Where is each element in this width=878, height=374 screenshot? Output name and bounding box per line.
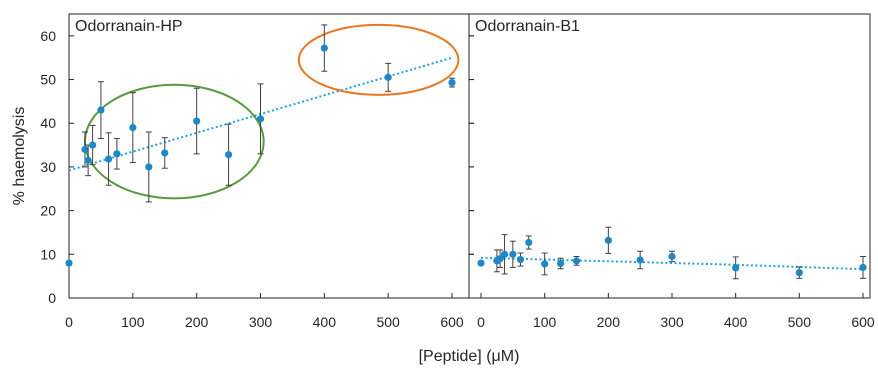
x-tick-label: 0 [477,314,485,330]
data-point [556,259,565,268]
y-tick-label: 50 [40,72,56,88]
data-point [496,255,504,263]
data-point [477,259,485,267]
data-point [97,106,105,114]
y-tick-label: 40 [40,115,56,131]
panel-title: Odorranain-B1 [475,18,580,35]
data-point [572,257,581,265]
data-point [104,155,113,163]
panel-1: 0 100 200 300 400 500 600 Odorranain-HP [65,13,474,330]
data-point [193,117,201,125]
x-tick-label: 500 [376,314,400,330]
data-point [65,259,73,267]
data-point [89,141,97,149]
y-tick-label: 60 [40,28,56,44]
data-point [256,115,265,123]
data-point [81,145,89,154]
x-tick-label: 400 [313,314,337,330]
panel-frame [68,13,470,299]
x-tick-label: 300 [249,314,273,330]
x-tick-label: 200 [185,314,209,330]
data-point [668,252,676,261]
data-point [509,250,517,258]
data-point [113,150,121,158]
data-point [320,44,328,52]
data-point [448,78,456,87]
x-tick-label: 300 [660,314,684,330]
data-point [795,269,803,277]
data-point [636,256,644,264]
x-tick-label: 100 [121,314,145,330]
panel-frame [468,13,871,299]
data-point [516,255,525,264]
x-axis-title: [Peptide] (μM) [419,348,520,365]
data-point [859,263,867,272]
panel-title: Odorranain-HP [75,18,183,35]
x-tick-label: 600 [851,314,875,330]
orange-highlight-ellipse [297,23,460,96]
y-tick-label: 0 [48,290,56,306]
x-tick-label: 400 [724,314,748,330]
data-point [384,73,392,81]
y-tick-label: 30 [40,159,56,175]
data-point [541,260,549,268]
y-tick-label: 10 [40,246,56,262]
data-point [129,124,137,132]
y-axis-title: % haemolysis [11,107,28,206]
data-point [224,151,233,159]
x-tick-label: 200 [597,314,621,330]
data-point [732,264,740,272]
panel-2: 0 100 200 300 400 500 600 Odorranain-B1 [468,13,875,330]
x-tick-label: 0 [65,314,73,330]
x-tick-label: 600 [440,314,464,330]
data-point [161,149,169,157]
x-tick-label: 500 [788,314,812,330]
y-tick-label: 20 [40,203,56,219]
data-point [84,156,92,164]
green-highlight-ellipse [83,83,265,200]
data-point [525,238,533,247]
data-point [604,236,612,244]
x-tick-label: 100 [533,314,557,330]
data-point [500,250,509,258]
data-point [145,163,153,171]
